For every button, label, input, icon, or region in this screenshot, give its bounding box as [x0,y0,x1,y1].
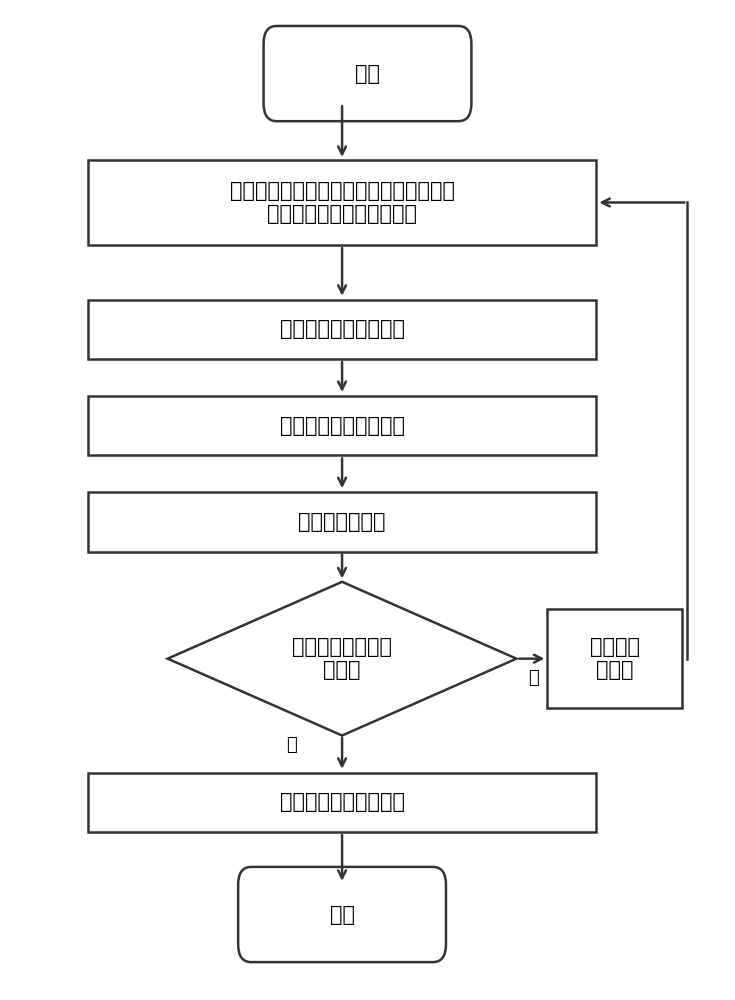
Bar [87,773,596,832]
Bar [87,300,596,359]
Text: 开始: 开始 [355,64,380,84]
Bar [87,396,596,455]
Text: 含控制环节的多虚拟同步发电机并联并网
系统的小信号模型稳定判据: 含控制环节的多虚拟同步发电机并联并网 系统的小信号模型稳定判据 [229,181,454,224]
Polygon shape [168,582,517,736]
Text: 输出优化后的控制参数: 输出优化后的控制参数 [279,792,404,812]
Bar [87,492,596,552]
Bar [548,609,682,708]
Text: 构造动态性能评价函数: 构造动态性能评价函数 [279,416,404,436]
Bar [87,160,596,245]
FancyBboxPatch shape [264,26,471,121]
Text: 熵权法求解权重: 熵权法求解权重 [298,512,386,532]
Text: 获取阻尼比和实特征根: 获取阻尼比和实特征根 [279,319,404,339]
Text: 得到一组
新参数: 得到一组 新参数 [589,637,639,680]
Text: 结束: 结束 [329,905,354,925]
Text: 粒子群算法判断是
否收敛: 粒子群算法判断是 否收敛 [292,637,392,680]
FancyBboxPatch shape [238,867,446,962]
Text: 否: 否 [528,670,539,688]
Text: 是: 是 [286,736,297,754]
